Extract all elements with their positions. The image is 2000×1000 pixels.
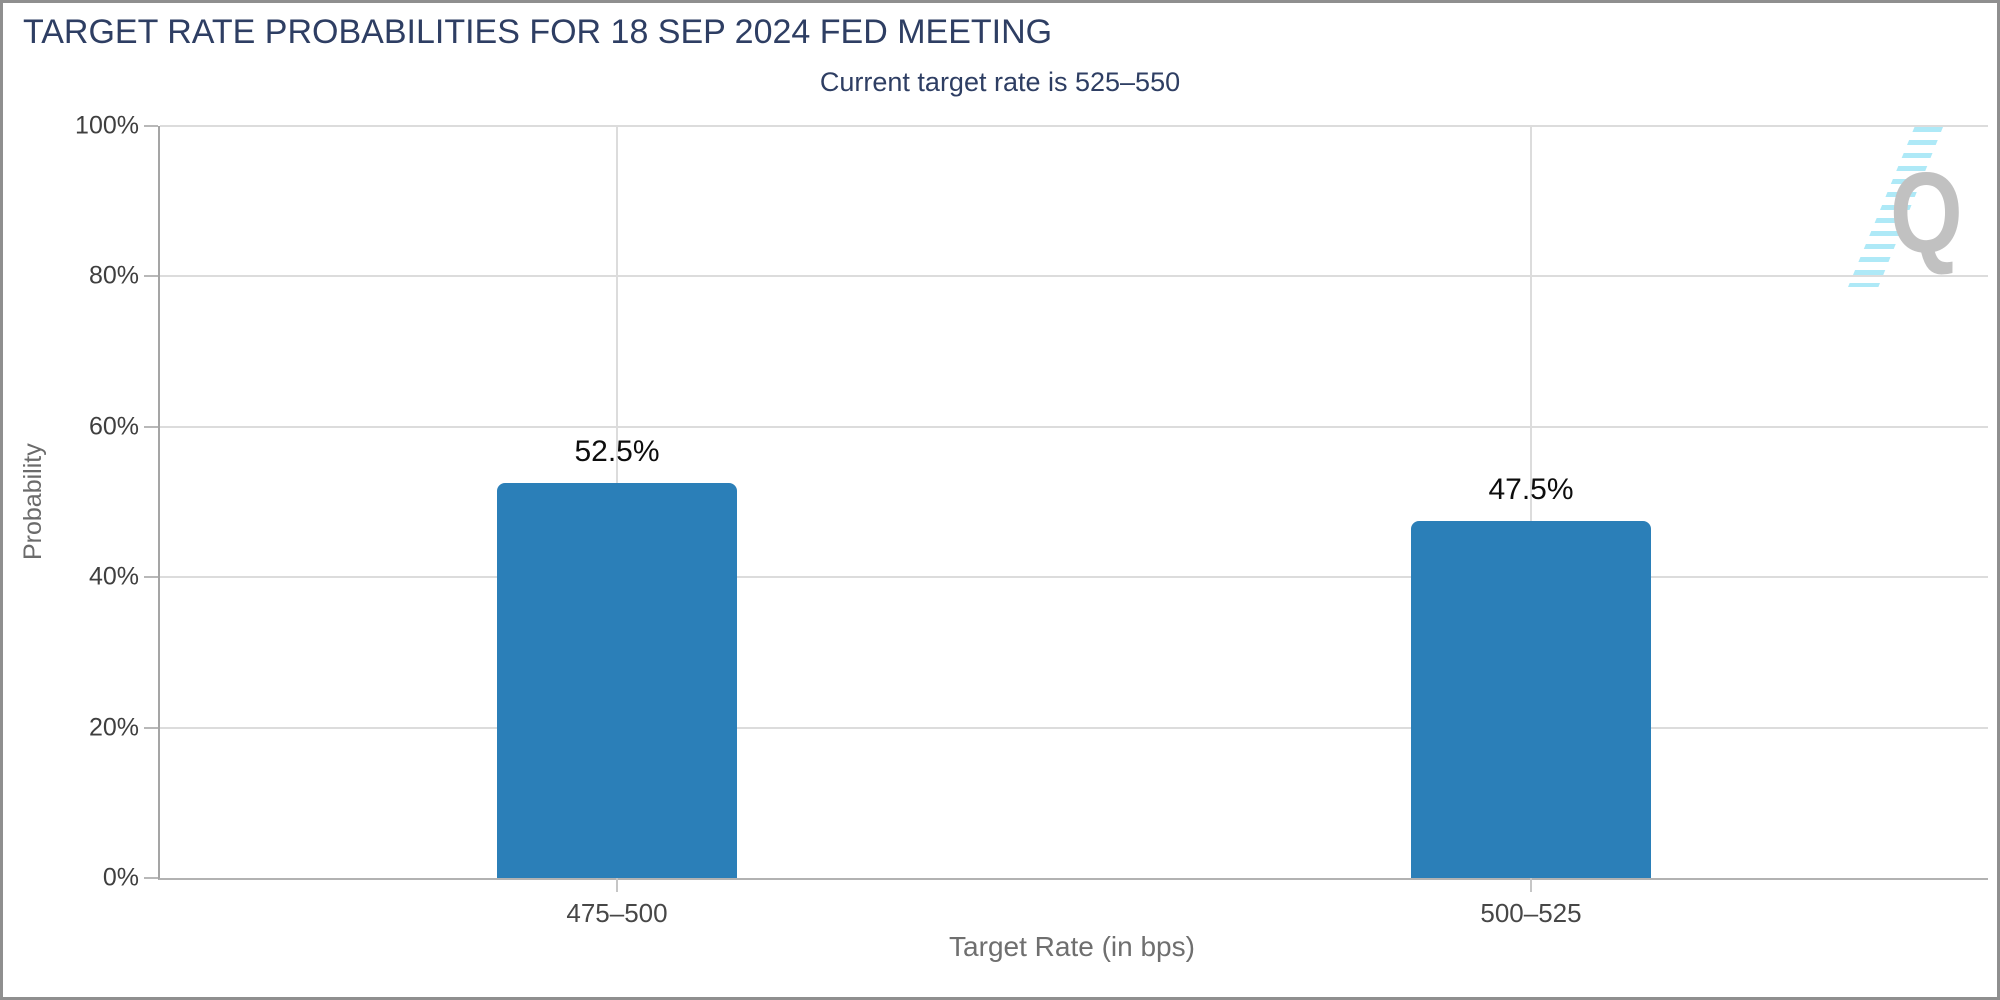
y-tick-mark — [144, 877, 158, 879]
y-axis: 0% 20% 40% 60% 80% 100% — [3, 112, 158, 892]
bar-value-label: 52.5% — [574, 435, 660, 469]
h-gridline — [160, 425, 1988, 428]
x-axis-title: Target Rate (in bps) — [949, 931, 1195, 962]
bar-475–500[interactable] — [497, 483, 737, 878]
plot-area: 52.5% 475–500 47.5% 500–525 — [158, 125, 1988, 928]
y-tick-mark — [144, 576, 158, 579]
y-tick-label: 60% — [88, 412, 139, 441]
y-tick-label: 20% — [88, 713, 139, 742]
h-gridline — [160, 125, 1988, 127]
y-tick-mark — [144, 726, 158, 729]
y-tick-label: 80% — [88, 261, 139, 290]
y-tick-label: 100% — [75, 111, 139, 140]
y-tick-label: 40% — [88, 562, 139, 591]
chart-subtitle: Current target rate is 525–550 — [819, 67, 1181, 97]
h-gridline — [160, 726, 1988, 729]
x-tick-label: 475–500 — [566, 898, 668, 928]
y-tick-label: 0% — [102, 863, 139, 892]
page-title: TARGET RATE PROBABILITIES FOR 18 SEP 202… — [23, 13, 1053, 51]
x-tick-mark — [616, 878, 618, 892]
y-tick-mark — [144, 275, 158, 278]
bar-500–525[interactable] — [1411, 520, 1651, 878]
h-gridline — [160, 275, 1988, 278]
bar-value-label: 47.5% — [1488, 472, 1574, 506]
x-tick-label: 500–525 — [1480, 898, 1582, 928]
h-gridline — [160, 576, 1988, 579]
quikstrike-logo-watermark: Q — [1848, 115, 1968, 295]
logo-q-icon: Q — [1890, 150, 1963, 277]
v-gridline — [1530, 126, 1532, 878]
y-tick-mark — [144, 425, 158, 428]
x-tick-mark — [1530, 878, 1532, 892]
y-tick-mark — [144, 125, 158, 127]
